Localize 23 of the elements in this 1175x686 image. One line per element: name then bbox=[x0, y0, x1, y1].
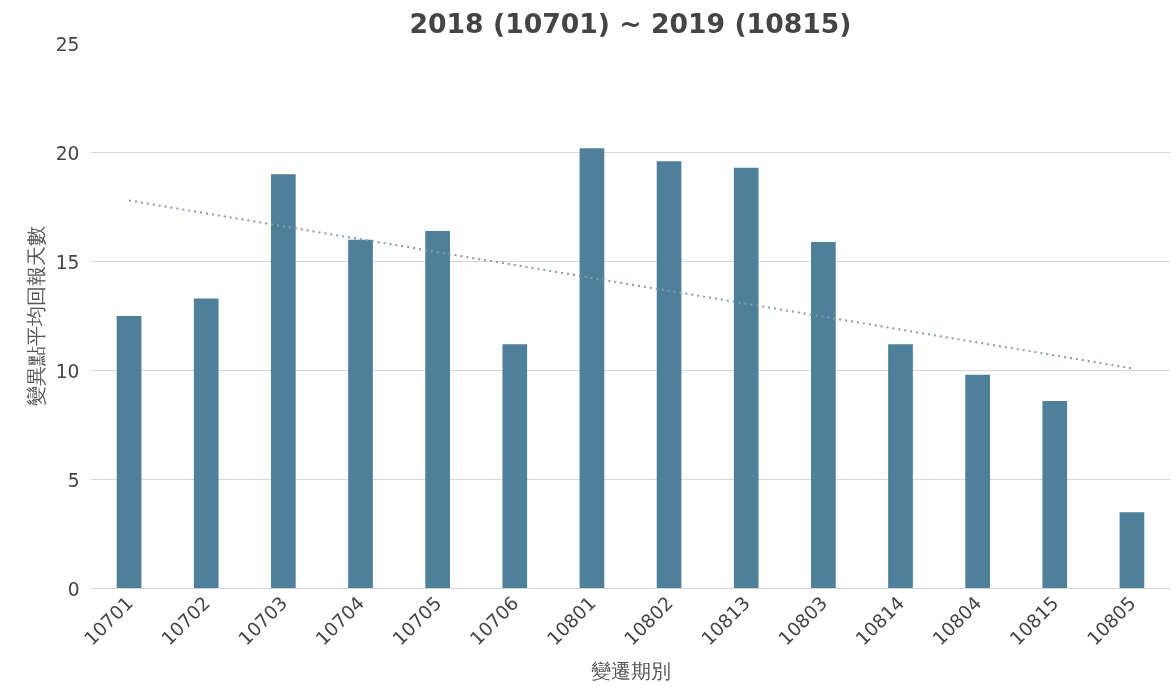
x-axis-title: 變遷期別 bbox=[590, 659, 671, 684]
bar bbox=[579, 148, 605, 589]
bar bbox=[965, 374, 990, 589]
y-axis-title: 變異點平均回報天數 bbox=[23, 226, 48, 406]
y-tick-label: 10 bbox=[55, 360, 80, 382]
bar bbox=[1042, 401, 1068, 589]
chart-title: 2018 (10701) ~ 2019 (10815) bbox=[409, 7, 852, 39]
bar bbox=[116, 316, 142, 589]
y-tick-label: 0 bbox=[67, 578, 80, 600]
bar bbox=[888, 344, 913, 589]
bar bbox=[811, 241, 836, 589]
y-tick-label: 15 bbox=[55, 251, 80, 273]
bar bbox=[193, 298, 219, 589]
y-tick-label: 5 bbox=[67, 469, 80, 491]
bar bbox=[502, 344, 528, 589]
bar bbox=[425, 230, 450, 589]
y-tick-label: 20 bbox=[55, 142, 80, 164]
bar bbox=[733, 167, 759, 589]
bar bbox=[348, 239, 373, 589]
bar bbox=[1119, 512, 1145, 589]
bar bbox=[656, 161, 682, 589]
y-tick-label: 25 bbox=[55, 33, 80, 55]
bar bbox=[271, 174, 296, 589]
